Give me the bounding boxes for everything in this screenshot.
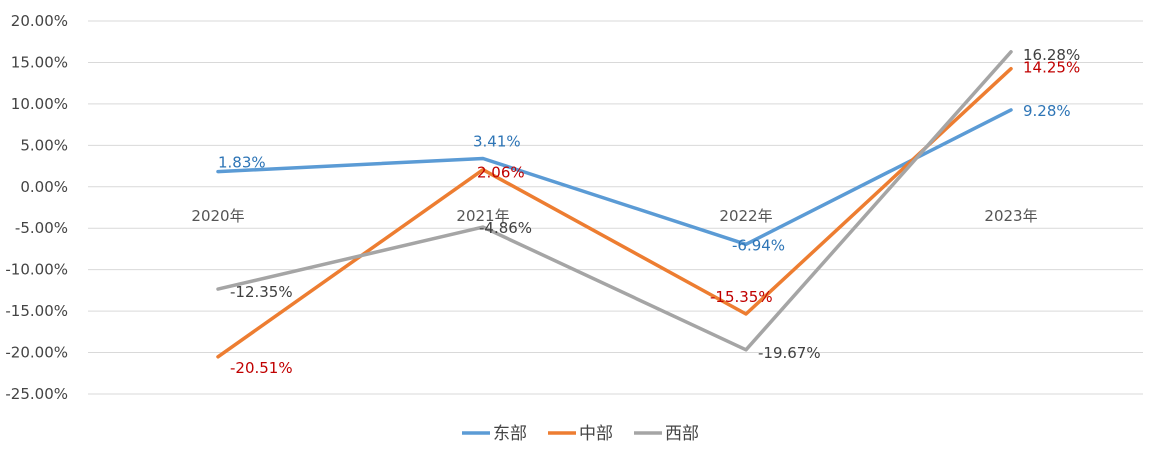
y-axis-tick-labels: 20.00% 15.00% 10.00% 5.00% 0.00% -5.00% -10.00… — [5, 12, 68, 403]
y-tick-label: -20.00% — [5, 344, 68, 362]
legend: 东部 中部 西部 — [462, 424, 699, 444]
y-tick-label: 15.00% — [11, 53, 68, 71]
x-category-label: 2022年 — [719, 207, 772, 225]
y-tick-label: -25.00% — [5, 385, 68, 403]
y-tick-label: 10.00% — [11, 95, 68, 113]
legend-entry: 西部 — [665, 424, 699, 444]
x-category-label: 2020年 — [191, 207, 244, 225]
series-line-东部 — [216, 108, 1013, 247]
data-label: 1.83% — [218, 154, 266, 172]
series-line-西部 — [216, 50, 1013, 352]
y-tick-label: -15.00% — [5, 302, 68, 320]
data-label: 3.41% — [473, 133, 521, 151]
x-axis-category-labels: 2020年 2021年 2022年 2023年 — [191, 207, 1037, 225]
data-label: 16.28% — [1023, 46, 1080, 64]
series-line-中部 — [216, 66, 1013, 359]
data-label: -15.35% — [710, 288, 773, 306]
data-label: -19.67% — [758, 344, 821, 362]
series-lines — [216, 50, 1013, 359]
data-label: 14.25% — [1023, 59, 1080, 77]
legend-entry: 东部 — [493, 424, 527, 444]
y-tick-label: -10.00% — [5, 261, 68, 279]
legend-entry: 中部 — [579, 424, 613, 444]
data-labels: 1.83% 3.41% -6.94% 9.28% -20.51% 2.06% -15.35%… — [218, 46, 1080, 377]
y-tick-label: 20.00% — [11, 12, 68, 30]
data-label: -20.51% — [230, 359, 293, 377]
data-label: 2.06% — [477, 164, 525, 182]
x-category-label: 2023年 — [984, 207, 1037, 225]
y-tick-label: 0.00% — [20, 178, 68, 196]
data-label: -6.94% — [732, 236, 785, 254]
data-label: -12.35% — [230, 283, 293, 301]
data-label: 9.28% — [1023, 102, 1071, 120]
data-label: -4.86% — [479, 219, 532, 237]
gridlines — [88, 20, 1143, 395]
x-category-label: 2021年 — [456, 207, 509, 225]
y-tick-label: 5.00% — [20, 136, 68, 154]
y-tick-label: -5.00% — [15, 219, 68, 237]
